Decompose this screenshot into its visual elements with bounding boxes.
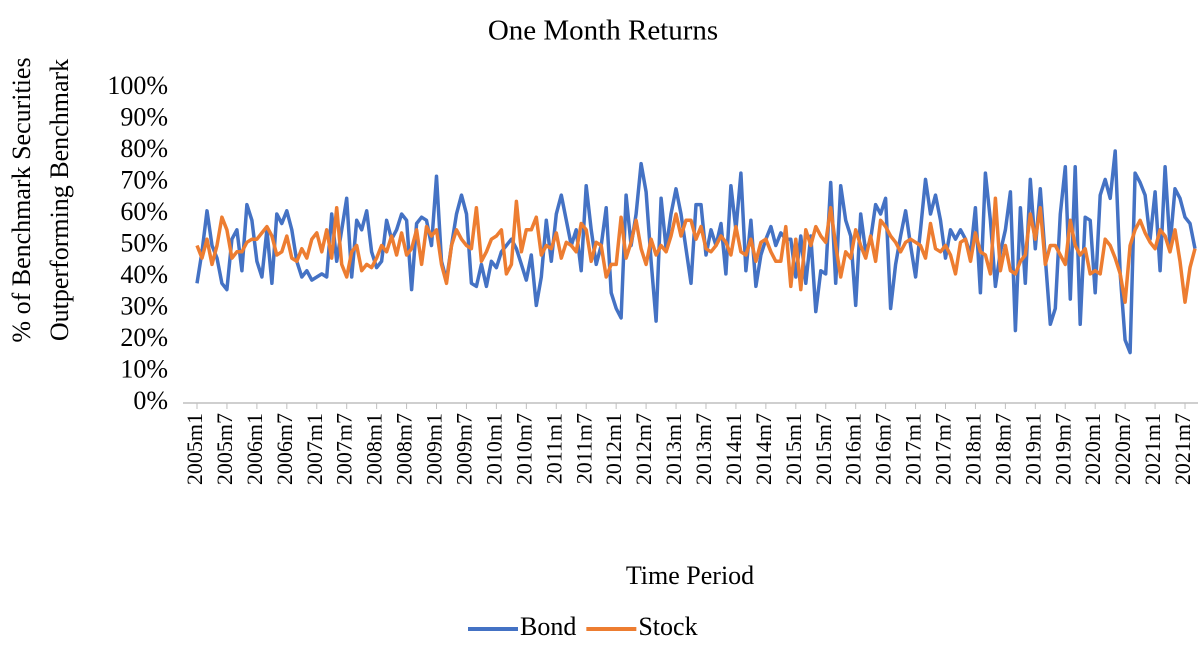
x-tick-label: 2015m7 (811, 413, 836, 485)
x-tick-label: 2019m7 (1050, 413, 1075, 485)
x-tick-label: 2016m1 (841, 413, 866, 485)
x-tick-label: 2011m7 (571, 413, 596, 484)
chart-title: One Month Returns (488, 15, 718, 47)
x-axis-title: Time Period (626, 561, 754, 590)
x-tick-label: 2020m7 (1110, 413, 1135, 485)
x-tick-label: 2007m1 (302, 413, 327, 485)
x-tick-label: 2008m7 (392, 413, 417, 485)
x-tick-label: 2018m1 (960, 413, 985, 485)
legend-label: Bond (520, 612, 576, 641)
line-series (195, 196, 1197, 304)
y-tick-label: 70% (120, 165, 168, 194)
x-tick-label: 2016m7 (871, 413, 896, 485)
y-tick-label: 50% (120, 228, 168, 257)
x-tick-label: 2018m7 (990, 413, 1015, 485)
x-tick-label: 2005m7 (212, 413, 237, 485)
x-tick-label: 2006m7 (272, 413, 297, 485)
x-tick-label: 2017m1 (901, 413, 926, 485)
x-tick-label: 2020m1 (1080, 413, 1105, 485)
x-tick-label: 2021m1 (1140, 413, 1165, 485)
x-tick-label: 2010m1 (481, 413, 506, 485)
x-tick-label: 2014m1 (721, 413, 746, 485)
y-tick-label: 20% (120, 323, 168, 352)
x-tick-label: 2013m7 (691, 413, 716, 485)
y-tick-label: 100% (107, 71, 168, 100)
y-tick-label: 0% (133, 386, 168, 415)
y-tick-label: 40% (120, 260, 168, 289)
y-tick-label: 10% (120, 354, 168, 383)
y-axis-title: Outperforming Benchmark (45, 59, 74, 341)
y-tick-label: 30% (120, 291, 168, 320)
x-tick-label: 2012m1 (601, 413, 626, 485)
x-tick-label: 2005m1 (182, 413, 207, 485)
x-tick-label: 2017m7 (931, 413, 956, 485)
x-tick-label: 2010m7 (511, 413, 536, 485)
y-tick-label: 80% (120, 134, 168, 163)
x-tick-label: 2015m1 (781, 413, 806, 485)
legend-label: Stock (638, 612, 697, 641)
y-tick-label: 60% (120, 197, 168, 226)
x-tick-label: 2019m1 (1020, 413, 1045, 485)
x-tick-label: 2006m1 (242, 413, 267, 485)
x-tick-label: 2009m7 (452, 413, 477, 485)
x-tick-label: 2009m1 (422, 413, 447, 485)
x-tick-label: 2007m7 (332, 413, 357, 485)
x-tick-label: 2013m1 (661, 413, 686, 485)
x-tick-label: 2021m7 (1170, 413, 1195, 485)
y-axis-title: % of Benchmark Securities (7, 57, 36, 342)
x-tick-label: 2011m1 (541, 413, 566, 484)
x-tick-label: 2008m1 (362, 413, 387, 485)
y-tick-label: 90% (120, 102, 168, 131)
x-tick-label: 2012m7 (631, 413, 656, 485)
x-tick-label: 2014m7 (751, 413, 776, 485)
